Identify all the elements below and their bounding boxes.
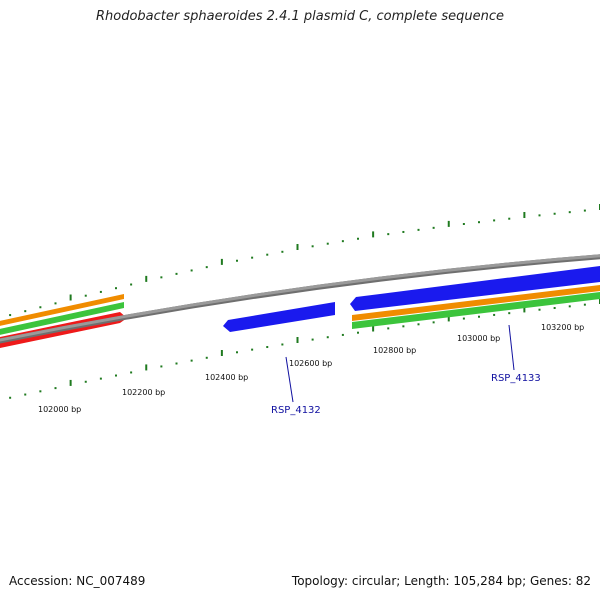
gene-arrow-rsp-4133	[350, 266, 600, 311]
gene-arrows	[223, 266, 600, 332]
gene-label: RSP_4133	[491, 373, 541, 384]
scale-label: 103200 bp	[541, 323, 584, 332]
scale-label: 102600 bp	[289, 359, 332, 368]
scale-label: 102800 bp	[373, 346, 416, 355]
scale-label: 102400 bp	[205, 373, 248, 382]
scale-label: 103000 bp	[457, 334, 500, 343]
inner-tick-track	[9, 298, 600, 399]
plasmid-backbone	[0, 254, 600, 344]
gene-leader-line	[285, 356, 294, 403]
gene-label: RSP_4132	[271, 405, 321, 416]
topology-summary-text: Topology: circular; Length: 105,284 bp; …	[291, 574, 591, 588]
backbone-line	[0, 254, 600, 342]
scale-label: 102200 bp	[122, 388, 165, 397]
gene-arrow-rsp-4132	[223, 302, 335, 332]
outer-tick-track	[9, 204, 600, 317]
accession-text: Accession: NC_007489	[9, 574, 146, 588]
map-title: Rhodobacter sphaeroides 2.4.1 plasmid C,…	[96, 9, 504, 24]
scale-labels: 102000 bp 102200 bp 102400 bp 102600 bp 1028…	[38, 323, 584, 414]
orange-track-right	[352, 285, 600, 321]
scale-label: 102000 bp	[38, 405, 81, 414]
feature-tracks	[0, 285, 600, 348]
gene-leader-line	[508, 324, 515, 371]
green-track-right	[352, 292, 600, 329]
orange-track-left	[0, 294, 124, 326]
green-track-left	[0, 302, 124, 335]
gene-labels: RSP_4132 RSP_4133	[271, 324, 541, 416]
